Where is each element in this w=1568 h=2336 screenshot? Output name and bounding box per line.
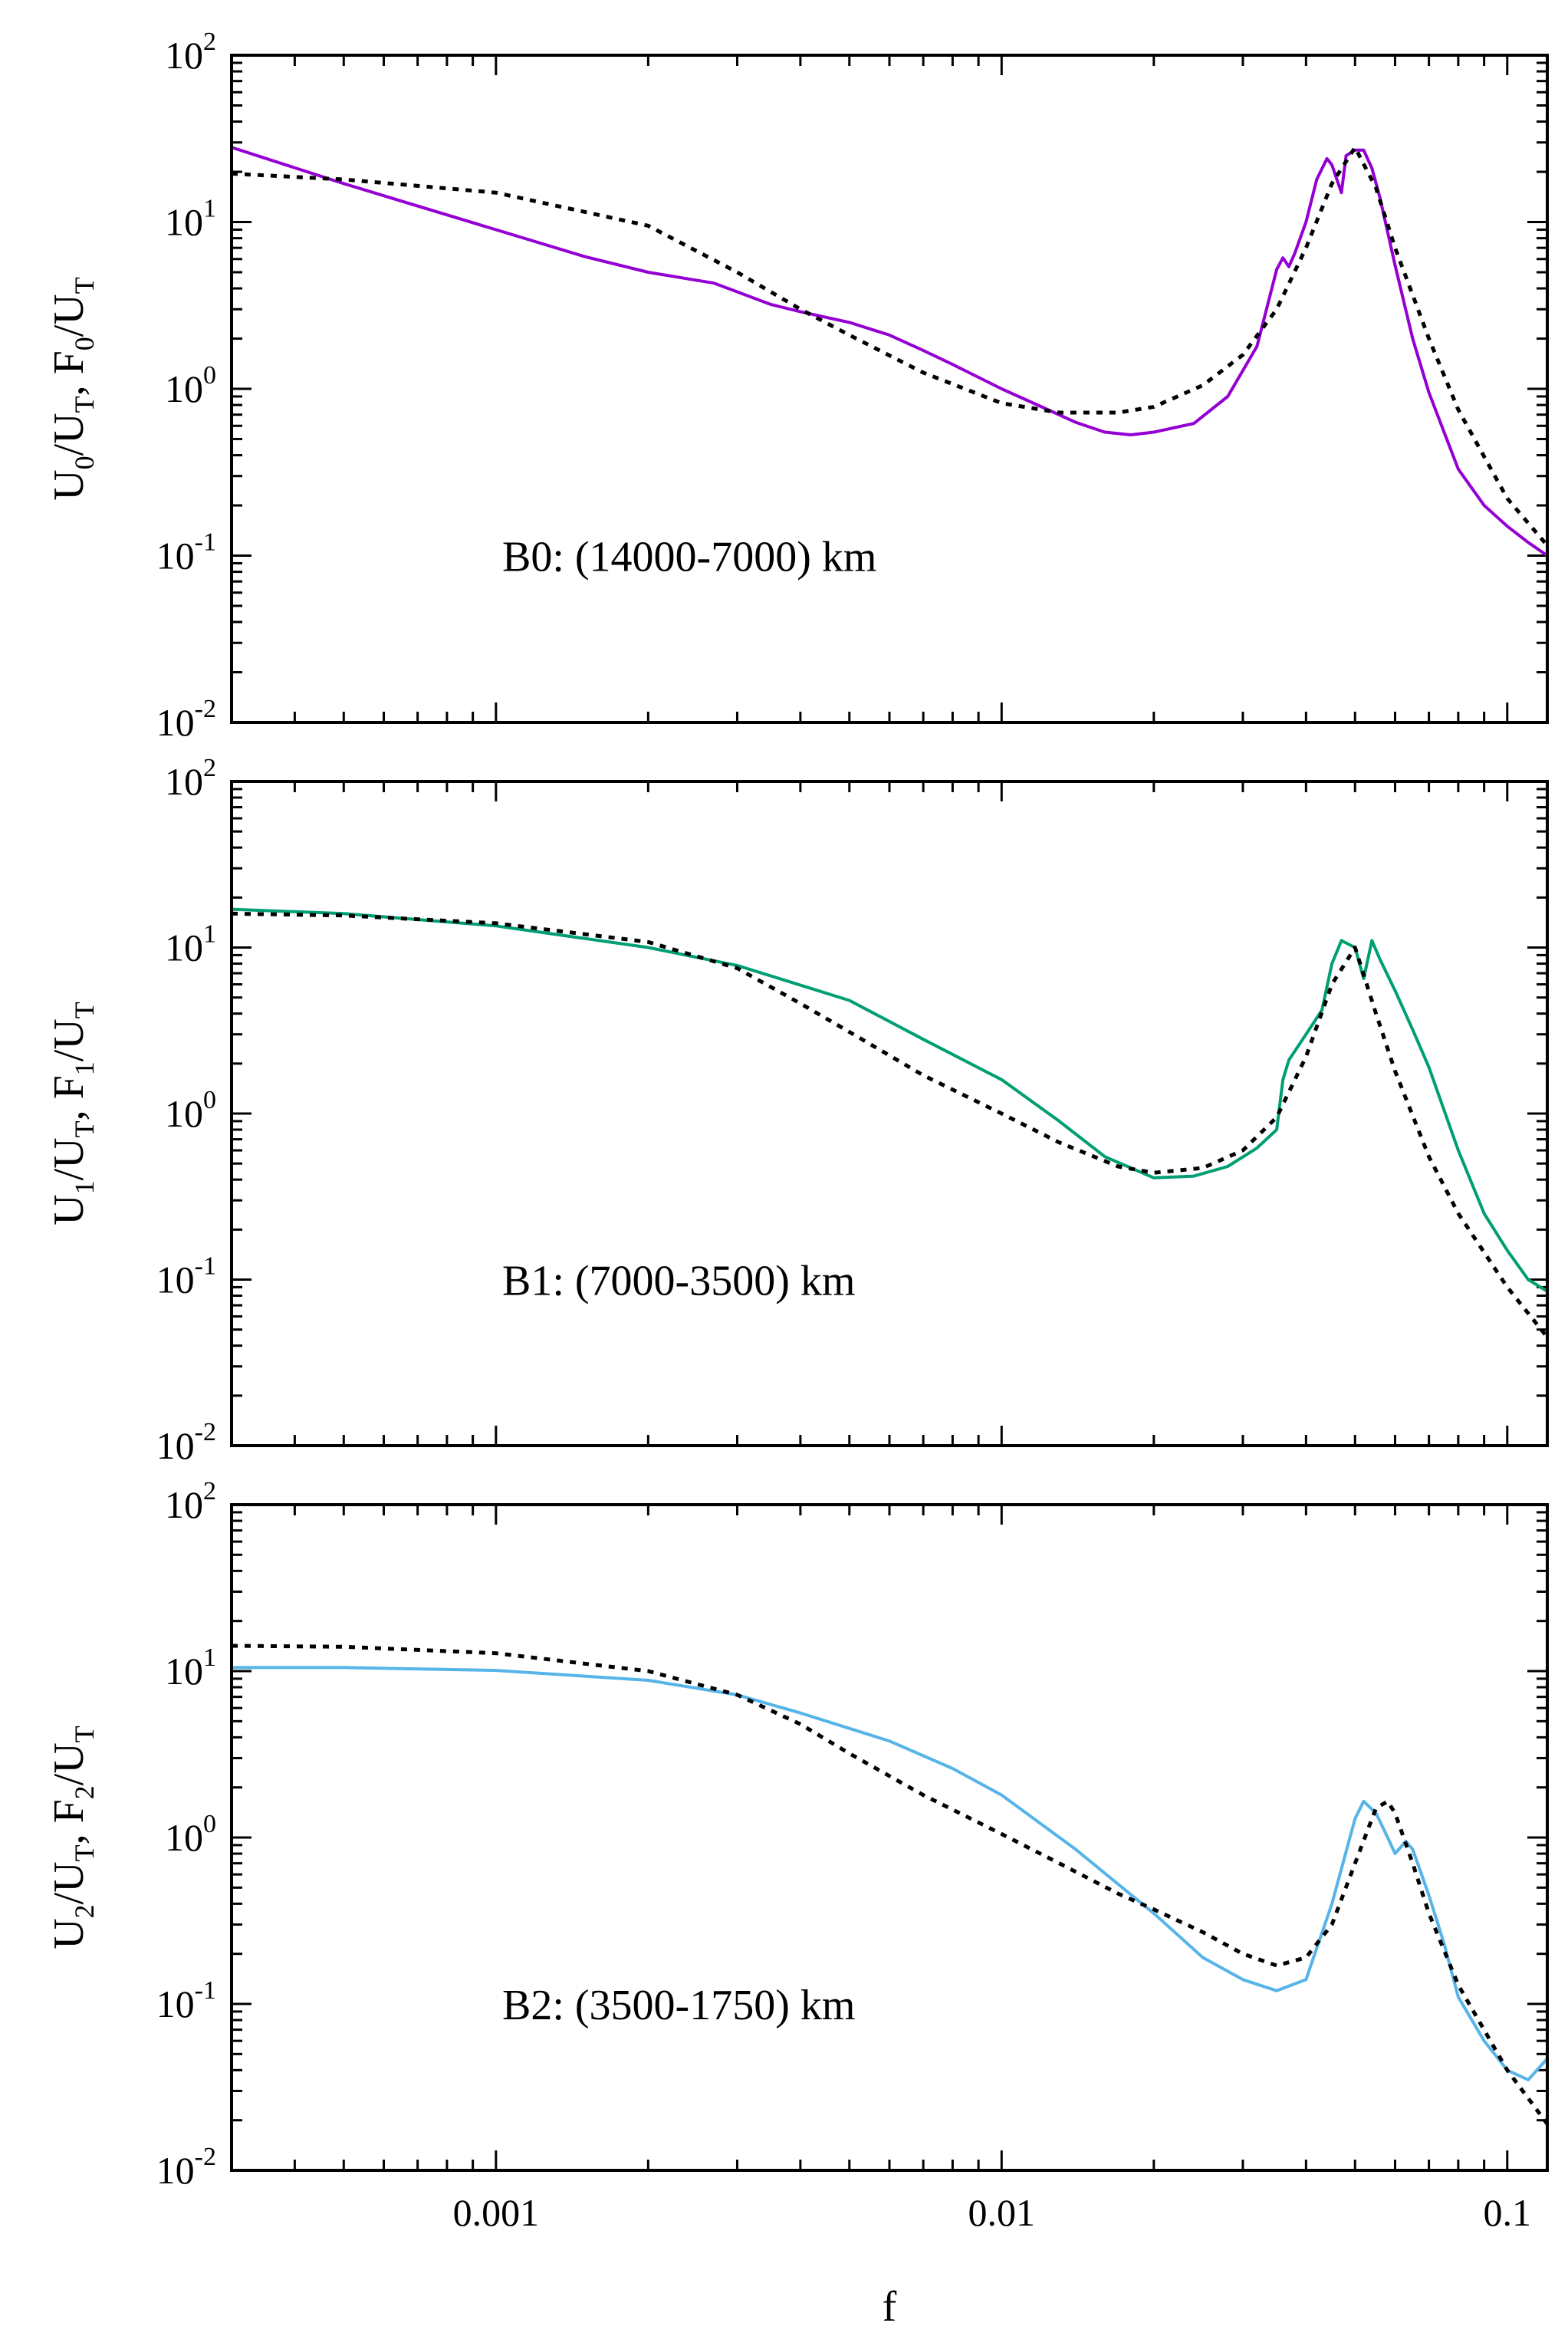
model-curve <box>232 911 1547 1339</box>
y-tick-label: 102 <box>165 754 216 803</box>
y-tick-label: 10-2 <box>156 695 216 744</box>
x-tick-label: 0.01 <box>968 2191 1036 2234</box>
plot-frame <box>230 54 1549 724</box>
y-tick-label: 100 <box>165 1086 216 1135</box>
y-ticks <box>232 54 1547 724</box>
y-tick-label: 10-2 <box>156 1418 216 1467</box>
panel-annotation: B0: (14000-7000) km <box>502 534 876 581</box>
x-ticks <box>230 55 1509 722</box>
y-tick-label: 100 <box>165 361 216 410</box>
model-curve <box>232 1643 1547 2125</box>
panel-annotation: B2: (3500-1750) km <box>502 1982 855 2029</box>
model-curve <box>232 145 1547 547</box>
x-tick-label: 0.001 <box>453 2191 540 2234</box>
y-tick-label: 10-2 <box>156 2143 216 2192</box>
y-axis-label: U1/UT, F1/UT <box>45 1002 100 1226</box>
y-tick-label: 10-1 <box>156 1976 216 2025</box>
y-tick-label: 10-1 <box>156 1252 216 1301</box>
y-tick-label: 101 <box>165 920 216 969</box>
panel-bottom: 102 101 100 10-1 10-2 B2: (3500-1750) km U2/UT… <box>45 1477 1549 2331</box>
plot-frame <box>230 1503 1549 2172</box>
x-ticks <box>230 781 1509 1446</box>
simulation-curve <box>232 146 1547 558</box>
plot-frame <box>230 780 1549 1447</box>
x-ticks <box>230 1505 1509 2170</box>
simulation-curve <box>232 907 1547 1293</box>
y-axis-label: U2/UT, F2/UT <box>45 1726 100 1949</box>
x-axis-label: f <box>883 2283 897 2331</box>
y-tick-label: 102 <box>165 28 216 77</box>
panel-annotation: B1: (7000-3500) km <box>502 1258 855 1305</box>
y-tick-label: 101 <box>165 1643 216 1693</box>
y-tick-label: 10-1 <box>156 528 216 577</box>
y-tick-label: 102 <box>165 1477 216 1526</box>
y-tick-label: 101 <box>165 195 216 244</box>
y-tick-label: 100 <box>165 1810 216 1859</box>
panel-top: 102 101 100 10-1 10-2 B0: (14000-7000) km U0/U… <box>45 28 1549 744</box>
y-axis-label: U0/UT, F0/UT <box>45 277 100 501</box>
panel-middle: 102 101 100 10-1 10-2 B1: (7000-3500) km U1/UT… <box>45 754 1549 1467</box>
y-ticks <box>232 780 1547 1447</box>
x-tick-label: 0.1 <box>1484 2191 1532 2234</box>
